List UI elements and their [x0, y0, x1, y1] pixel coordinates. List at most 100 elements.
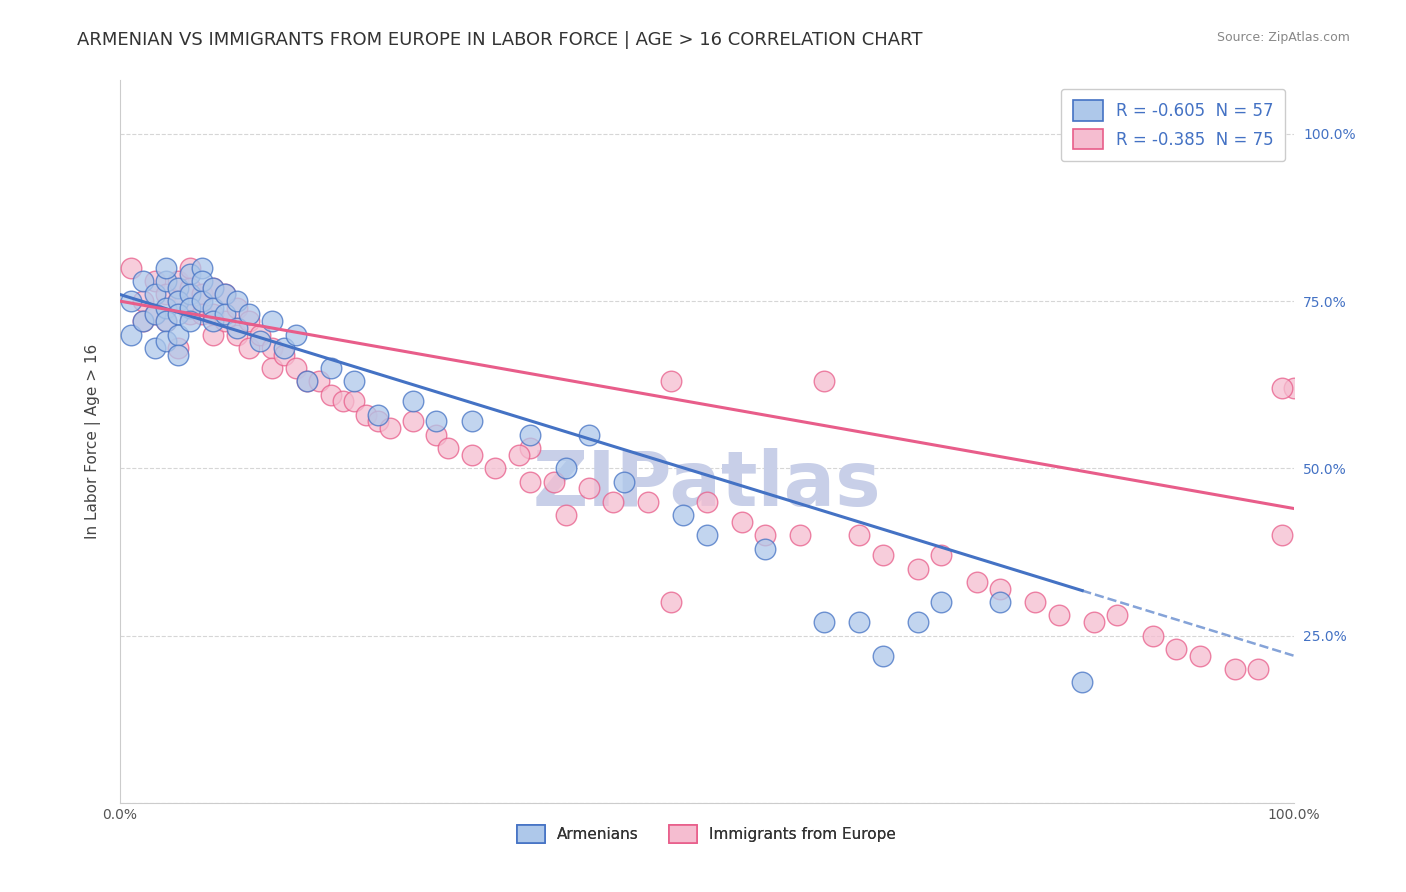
Point [460, 414, 484, 429]
Point [120, 260, 142, 275]
Point [214, 287, 236, 301]
Point [966, 575, 988, 590]
Point [214, 307, 236, 322]
Point [367, 408, 389, 422]
Point [167, 294, 190, 309]
Text: Source: ZipAtlas.com: Source: ZipAtlas.com [1216, 31, 1350, 45]
Point [1047, 608, 1070, 623]
Point [508, 448, 530, 462]
Point [437, 442, 460, 455]
Point [659, 595, 682, 609]
Point [367, 414, 389, 429]
Point [1271, 381, 1294, 395]
Point [659, 375, 682, 389]
Point [273, 348, 295, 362]
Point [1282, 381, 1305, 395]
Point [225, 321, 249, 335]
Point [554, 461, 576, 475]
Point [167, 307, 190, 322]
Point [155, 314, 177, 328]
Point [155, 314, 177, 328]
Point [155, 287, 177, 301]
Point [319, 361, 342, 376]
Point [872, 548, 894, 563]
Point [262, 341, 284, 355]
Y-axis label: In Labor Force | Age > 16: In Labor Force | Age > 16 [84, 344, 101, 539]
Point [143, 341, 166, 355]
Point [190, 294, 212, 309]
Point [190, 260, 212, 275]
Point [238, 341, 260, 355]
Point [731, 515, 754, 529]
Point [238, 314, 260, 328]
Point [167, 294, 190, 309]
Point [155, 301, 177, 315]
Point [202, 314, 225, 328]
Point [1071, 675, 1094, 690]
Point [179, 314, 201, 328]
Point [425, 414, 447, 429]
Point [179, 307, 201, 322]
Point [249, 334, 271, 349]
Point [931, 548, 953, 563]
Point [637, 494, 659, 508]
Point [202, 307, 225, 322]
Point [754, 528, 776, 542]
Point [402, 414, 425, 429]
Point [202, 281, 225, 295]
Point [179, 301, 201, 315]
Point [602, 494, 624, 508]
Point [543, 475, 565, 489]
Point [202, 301, 225, 315]
Point [402, 394, 425, 409]
Point [132, 314, 155, 328]
Point [214, 287, 236, 301]
Point [155, 260, 177, 275]
Point [319, 387, 342, 401]
Point [167, 274, 190, 288]
Point [1164, 642, 1187, 657]
Point [132, 274, 155, 288]
Point [343, 394, 366, 409]
Point [343, 375, 366, 389]
Point [167, 281, 190, 295]
Point [1024, 595, 1046, 609]
Point [143, 287, 166, 301]
Point [519, 442, 541, 455]
Legend: Armenians, Immigrants from Europe: Armenians, Immigrants from Europe [512, 819, 901, 849]
Point [613, 475, 636, 489]
Point [519, 475, 541, 489]
Point [1223, 662, 1246, 676]
Point [143, 274, 166, 288]
Point [308, 375, 330, 389]
Point [155, 274, 177, 288]
Point [225, 294, 249, 309]
Point [284, 327, 307, 342]
Point [425, 427, 447, 442]
Point [167, 341, 190, 355]
Point [484, 461, 506, 475]
Point [284, 361, 307, 376]
Point [262, 361, 284, 376]
Point [907, 562, 929, 576]
Point [249, 327, 271, 342]
Point [378, 421, 401, 435]
Point [120, 327, 142, 342]
Point [988, 582, 1011, 596]
Point [214, 314, 236, 328]
Point [1142, 628, 1164, 642]
Point [190, 274, 212, 288]
Point [262, 314, 284, 328]
Point [354, 408, 377, 422]
Point [179, 287, 201, 301]
Point [202, 327, 225, 342]
Point [190, 307, 212, 322]
Point [238, 307, 260, 322]
Point [297, 375, 319, 389]
Point [848, 528, 870, 542]
Point [1271, 528, 1294, 542]
Point [273, 341, 295, 355]
Point [872, 648, 894, 663]
Text: ZIPatlas: ZIPatlas [533, 448, 880, 522]
Point [155, 334, 177, 349]
